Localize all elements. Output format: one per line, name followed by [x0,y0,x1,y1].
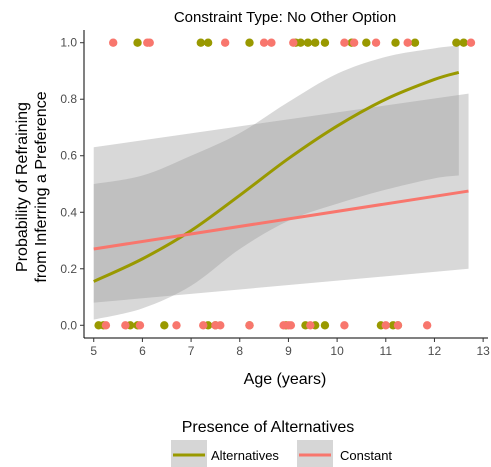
y-axis-label-line-1: Probability of Refraining [14,102,31,272]
fit-line-constant [93,189,469,251]
point-alternatives-y1 [203,38,213,47]
y-tick-label: 1.0 [60,36,77,50]
point-alternatives-y1 [311,38,320,47]
point-constant-y0 [393,321,403,330]
point-constant-y1 [371,38,381,47]
point-constant-y1 [109,38,118,47]
point-constant-y1 [403,38,412,47]
point-constant-y0 [286,321,296,330]
x-tick-label: 9 [285,344,292,358]
y-tick-label: 0.8 [60,92,77,106]
point-constant-y0 [381,321,390,330]
point-constant-y0 [340,321,349,330]
y-axis-label-line-2: from Inferring a Preference [33,91,50,282]
point-constant-y1 [145,38,154,47]
point-constant-y0 [422,321,432,330]
point-constant-y0 [199,321,208,330]
point-alternatives-y1 [391,38,400,47]
confidence-band-alternatives [93,45,459,320]
axes: 5 6 7 8 9 10 11 12 13 0.0 0.2 0.4 0.6 0.8 1.0 [60,30,490,358]
x-tick-label: 8 [236,344,243,358]
legend: Presence of Alternatives Alternatives Co… [171,419,392,467]
point-alternatives-y1 [296,38,305,47]
data-points [94,38,476,330]
point-alternatives-y1 [362,38,371,47]
point-constant-y0 [121,321,130,330]
x-tick-label: 10 [330,344,344,358]
point-constant-y1 [259,38,269,47]
point-constant-y1 [340,38,349,47]
y-tick-label: 0.4 [60,205,77,219]
point-alternatives-y1 [410,38,420,47]
point-constant-y0 [216,321,225,330]
point-alternatives-y1 [245,38,254,47]
x-axis-label: Age (years) [244,371,327,388]
x-tick-label: 5 [90,344,97,358]
point-constant-y1 [349,38,359,47]
point-alternatives-y1 [133,38,142,47]
x-tick-label: 7 [188,344,195,358]
point-alternatives-y0 [160,321,169,330]
point-alternatives-y1 [303,38,313,47]
confidence-band-constant [93,93,469,303]
legend-label-constant: Constant [340,448,392,463]
point-constant-y1 [289,38,298,47]
legend-label-alternatives: Alternatives [211,448,279,463]
point-alternatives-y1 [452,38,461,47]
point-constant-y0 [101,321,111,330]
point-alternatives-y1 [459,38,468,47]
fit-line-alternatives [93,70,460,283]
x-tick-label: 6 [139,344,146,358]
y-tick-label: 0.6 [60,149,77,163]
y-tick-label: 0.0 [60,318,77,332]
point-constant-y1 [267,38,276,47]
chart-title: Constraint Type: No Other Option [174,9,396,26]
point-constant-y0 [245,321,254,330]
point-alternatives-y0 [320,321,330,330]
y-tick-label: 0.2 [60,262,77,276]
point-alternatives-y1 [196,38,206,47]
point-alternatives-y1 [320,38,330,47]
point-constant-y0 [135,321,145,330]
point-constant-y1 [220,38,230,47]
point-constant-y0 [172,321,181,330]
legend-title: Presence of Alternatives [182,419,355,436]
point-constant-y1 [466,38,476,47]
x-tick-label: 12 [428,344,442,358]
point-constant-y0 [306,321,315,330]
fit-lines [93,70,469,283]
confidence-bands [93,45,469,320]
x-tick-label: 13 [476,344,490,358]
x-tick-label: 11 [380,344,393,358]
y-axis-label: Probability of Refraining from Inferring… [14,91,50,282]
